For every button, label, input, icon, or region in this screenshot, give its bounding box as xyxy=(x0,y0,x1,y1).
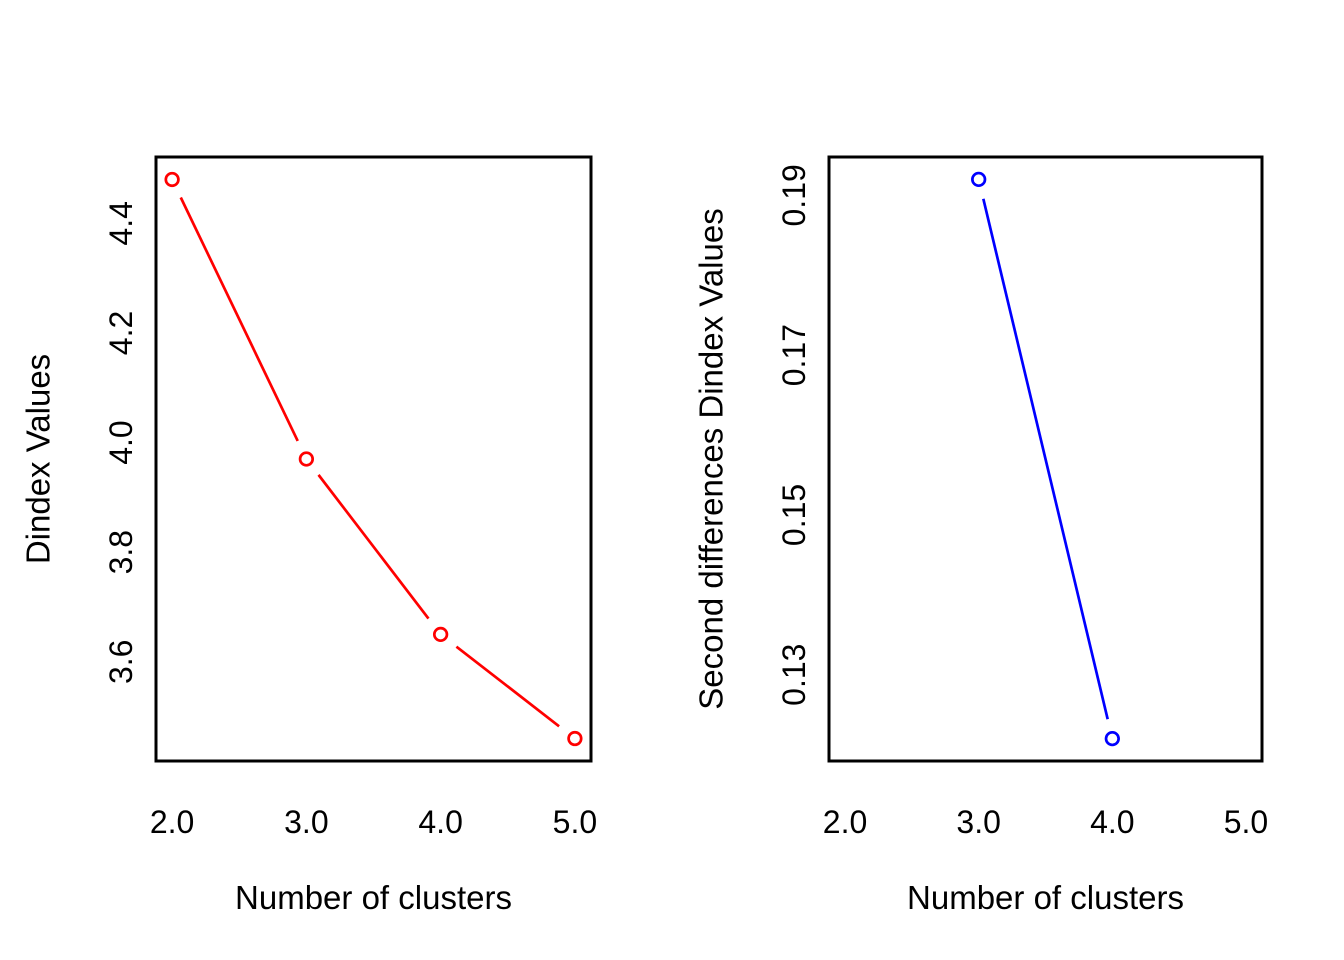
series-line-segment xyxy=(455,645,560,728)
y-tick-label: 0.15 xyxy=(776,484,812,546)
x-axis-title: Number of clusters xyxy=(235,879,512,916)
x-axis: 2.0 3.0 4.0 5.0 xyxy=(823,804,1268,840)
series-line-segment xyxy=(982,198,1109,720)
series-line-segment xyxy=(179,196,299,442)
y-tick-label: 4.0 xyxy=(103,420,139,464)
series-dindex xyxy=(164,171,583,747)
y-tick-label: 0.17 xyxy=(776,324,812,386)
x-tick-label: 3.0 xyxy=(284,804,328,840)
y-axis: 0.13 0.15 0.17 0.19 xyxy=(776,164,812,706)
data-point-marker xyxy=(432,626,449,643)
y-tick-label: 4.4 xyxy=(103,201,139,245)
x-tick-label: 5.0 xyxy=(553,804,597,840)
y-tick-label: 4.2 xyxy=(103,311,139,355)
y-tick-label: 0.13 xyxy=(776,644,812,706)
x-axis-title: Number of clusters xyxy=(907,879,1184,916)
series-line-segment xyxy=(317,474,430,620)
data-point-marker xyxy=(164,171,180,188)
x-tick-label: 3.0 xyxy=(956,804,1000,840)
y-axis: 3.6 3.8 4.0 4.2 4.4 xyxy=(103,201,139,684)
data-point-marker xyxy=(567,730,583,747)
y-tick-label: 3.6 xyxy=(103,640,139,684)
x-tick-label: 5.0 xyxy=(1224,804,1268,840)
x-tick-label: 2.0 xyxy=(150,804,194,840)
plot-box xyxy=(827,155,1264,763)
panel-second-differences: 2.0 3.0 4.0 5.0 0.13 0.15 0.17 0.19 Number of … xyxy=(693,155,1268,916)
y-axis-title: Second differences Dindex Values xyxy=(693,208,730,709)
plot-box xyxy=(154,155,593,763)
y-axis-title: Dindex Values xyxy=(20,354,57,564)
panel-dindex: 2.0 3.0 4.0 5.0 3.6 3.8 4.0 4.2 4.4 Number of c… xyxy=(20,155,597,916)
y-tick-label: 3.8 xyxy=(103,530,139,574)
x-tick-label: 4.0 xyxy=(418,804,462,840)
data-point-marker xyxy=(971,171,987,188)
series-second-differences xyxy=(971,171,1120,747)
x-axis: 2.0 3.0 4.0 5.0 xyxy=(150,804,597,840)
y-tick-label: 0.19 xyxy=(776,164,812,226)
data-point-marker xyxy=(298,451,315,467)
x-tick-label: 4.0 xyxy=(1090,804,1134,840)
data-point-marker xyxy=(1104,730,1120,747)
x-tick-label: 2.0 xyxy=(823,804,867,840)
